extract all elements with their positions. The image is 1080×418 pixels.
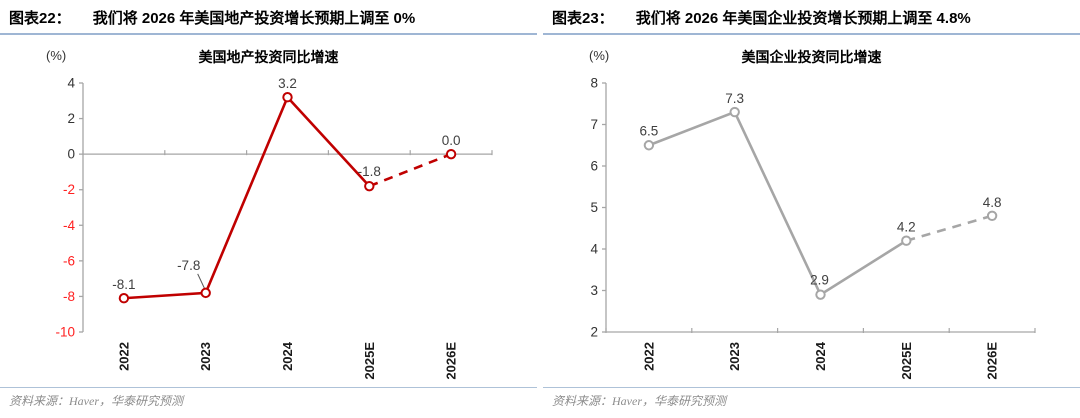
x-axis [605,328,1036,333]
x-tick-label: 2025E [899,342,914,380]
figure-number-left: 图表22： [9,10,71,27]
y-tick-label: 8 [590,76,598,91]
data-label: 0.0 [442,133,461,148]
data-label: 4.2 [897,220,916,235]
panel-left: 图表22： 我们将 2026 年美国地产投资增长预期上调至 0% (%) 美国地产… [0,0,537,409]
x-tick-label: 2024 [813,341,828,371]
x-tick-label: 2026E [444,342,459,380]
chart-area-left: (%) 美国地产投资同比增速 4 2 0 -2 -4 -6 -8 -10 2022 2023 202… [0,35,537,385]
y-axis: 4 2 0 -2 -4 -6 -8 -10 [55,76,84,340]
line-chart-corporate-investment: 8 7 6 5 4 3 2 2022 2023 2024 2025E 2026E 6.5 7.3 2.9 4.… [590,76,1036,380]
panel-right: 图表23： 我们将 2026 年美国企业投资增长预期上调至 4.8% (%) 美国… [543,0,1080,409]
data-point [729,106,740,118]
y-tick-label: 2 [67,111,75,126]
chart-title-left: 美国地产投资同比增速 [198,49,339,65]
data-label: -7.8 [177,258,200,273]
data-point [643,140,655,151]
x-tick-label: 2023 [727,342,742,371]
x-tick-label: 2025E [362,342,377,380]
data-point [901,235,912,246]
data-point [118,293,130,304]
y-tick-label: 3 [590,283,598,298]
y-tick-label: 7 [590,117,598,132]
chart-area-right: (%) 美国企业投资同比增速 8 7 6 5 4 3 2 2022 2023 2024 2025E 2… [543,35,1080,385]
y-tick-label: -4 [63,218,75,233]
data-point [445,148,457,160]
data-label: 3.2 [278,76,297,91]
figure-title-right: 我们将 2026 年美国企业投资增长预期上调至 4.8% [635,10,971,27]
y-tick-label: 0 [67,147,75,162]
data-point [986,210,998,222]
data-label: 6.5 [640,123,659,138]
y-tick-label: -10 [55,325,75,340]
data-label: 2.9 [810,273,829,288]
figure-title-left: 我们将 2026 年美国地产投资增长预期上调至 0% [92,10,416,27]
data-label: 4.8 [983,195,1002,210]
y-tick-label: 4 [67,76,75,91]
label-leader-line [197,273,206,290]
y-tick-label: -2 [63,182,75,197]
y-tick-label: 4 [590,242,598,257]
source-note-left: 资料来源：Haver，华泰研究预测 [0,387,537,409]
data-point [815,289,826,300]
x-axis [82,150,493,156]
data-label: -8.1 [112,277,135,292]
series-line [123,94,452,300]
y-axis: 8 7 6 5 4 3 2 [590,76,607,340]
data-label: 7.3 [725,91,744,106]
x-tick-label: 2024 [280,341,295,371]
y-tick-label: 2 [590,325,598,340]
figure-header-left: 图表22： 我们将 2026 年美国地产投资增长预期上调至 0% [0,0,537,35]
chart-title-right: 美国企业投资同比增速 [741,49,882,65]
data-label: -1.8 [358,164,381,179]
data-point [364,180,375,192]
report-figures-row: 图表22： 我们将 2026 年美国地产投资增长预期上调至 0% (%) 美国地产… [0,0,1080,409]
figure-number-right: 图表23： [552,10,614,27]
x-tick-label: 2022 [116,342,131,371]
figure-header-right: 图表23： 我们将 2026 年美国企业投资增长预期上调至 4.8% [543,0,1080,35]
line-chart-real-estate-investment: 4 2 0 -2 -4 -6 -8 -10 2022 2023 2024 2025E 2026E -8.1… [55,76,493,380]
source-note-right: 资料来源：Haver，华泰研究预测 [543,387,1080,409]
y-axis-unit-label: (%) [46,48,67,63]
series-line [648,110,993,297]
y-axis-unit-label: (%) [589,48,610,63]
x-tick-label: 2022 [641,342,656,371]
x-tick-label: 2026E [985,342,1000,380]
y-tick-label: 6 [590,159,598,174]
x-tick-label: 2023 [198,342,213,371]
y-tick-label: -6 [63,253,75,268]
data-point [200,287,211,299]
data-point [282,92,293,103]
y-tick-label: -8 [63,289,75,304]
y-tick-label: 5 [590,200,598,215]
